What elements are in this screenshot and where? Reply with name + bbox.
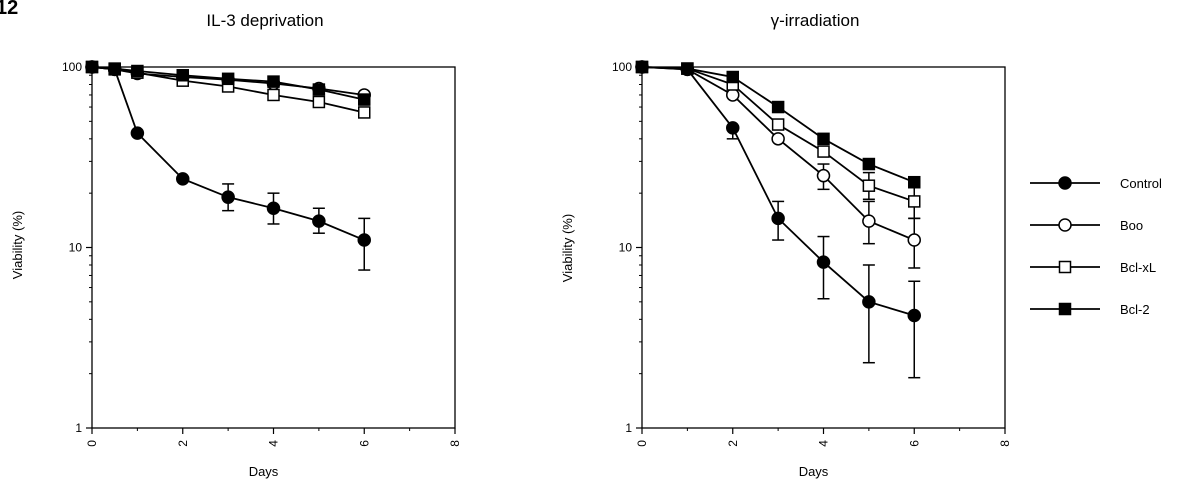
data-point	[176, 69, 189, 82]
y-tick-label: 100	[62, 60, 82, 74]
data-point	[108, 62, 121, 75]
data-point	[817, 145, 830, 158]
legend-label: Control	[1120, 176, 1162, 191]
legend-marker	[1058, 176, 1072, 190]
data-point	[312, 214, 326, 228]
data-point	[907, 233, 921, 247]
series-line	[91, 66, 365, 241]
legend-entry-control: Control	[1030, 176, 1162, 191]
data-point	[771, 118, 785, 131]
data-point	[130, 126, 145, 140]
x-tick-label: 0	[85, 440, 99, 447]
panel-label: 12	[0, 0, 18, 19]
data-point	[131, 64, 144, 78]
data-point	[862, 214, 876, 228]
legend-label: Bcl-2	[1120, 302, 1150, 317]
x-tick-label: 0	[635, 440, 649, 447]
y-tick-label: 100	[612, 60, 632, 74]
x-tick-label: 2	[176, 440, 190, 447]
y-tick-label: 10	[69, 241, 83, 255]
data-point	[176, 172, 190, 186]
chart-title: IL-3 deprivation	[206, 11, 323, 30]
x-tick-label: 4	[267, 440, 281, 447]
data-point	[726, 88, 740, 102]
data-point	[267, 75, 280, 88]
data-point	[908, 175, 921, 189]
y-tick-label: 1	[625, 421, 632, 435]
data-point	[726, 121, 740, 135]
chart-title: γ-irradiation	[771, 11, 860, 30]
x-axis-label: Days	[799, 464, 829, 479]
y-tick-label: 10	[619, 241, 633, 255]
data-point	[266, 201, 281, 215]
legend-entry-bcl-2: Bcl-2	[1030, 302, 1150, 317]
data-point	[221, 72, 235, 86]
data-point	[771, 211, 785, 226]
x-tick-label: 6	[357, 440, 371, 447]
data-point	[816, 168, 831, 183]
chart-gamma-irradiation: γ-irradiation 1 10 100 0 2 4 6 8 Days Viability (%…	[560, 11, 1012, 479]
data-point	[85, 60, 99, 74]
data-point	[862, 179, 876, 192]
plot-frame	[91, 66, 456, 429]
x-tick-label: 4	[817, 440, 831, 447]
data-point	[907, 308, 921, 323]
x-tick-label: 6	[907, 440, 921, 447]
series-bcl-2	[635, 60, 921, 189]
y-axis-label: Viability (%)	[10, 211, 25, 279]
data-point	[221, 190, 235, 204]
legend-entry-boo: Boo	[1030, 218, 1143, 233]
data-point	[312, 83, 326, 96]
data-point	[771, 100, 785, 114]
series-bcl-2	[85, 60, 371, 106]
data-point	[817, 132, 830, 146]
data-point	[726, 70, 739, 84]
legend-label: Bcl-xL	[1120, 260, 1156, 275]
y-tick-label: 1	[75, 421, 82, 435]
legend-marker	[1058, 218, 1072, 232]
data-point	[862, 157, 876, 171]
data-point	[358, 106, 371, 119]
data-point	[357, 233, 371, 247]
data-point	[681, 62, 694, 75]
data-point	[312, 95, 326, 109]
chart-il3-deprivation: IL-3 deprivation 1 10 100 0 2 4 6 8 Days Viability…	[10, 11, 462, 479]
y-axis-label: Viability (%)	[560, 214, 575, 282]
x-tick-label: 8	[448, 440, 462, 447]
data-point	[267, 88, 280, 102]
x-axis-label: Days	[249, 464, 279, 479]
data-point	[862, 295, 876, 309]
data-point	[635, 60, 649, 74]
legend-marker	[1058, 302, 1072, 316]
data-point	[358, 93, 371, 106]
legend: Control Boo Bcl-xL Bcl-2	[1030, 176, 1162, 317]
legend-label: Boo	[1120, 218, 1143, 233]
legend-entry-bcl-xl: Bcl-xL	[1030, 260, 1156, 275]
x-tick-label: 8	[998, 440, 1012, 447]
data-point	[908, 195, 921, 208]
x-tick-label: 2	[726, 440, 740, 447]
data-point	[816, 255, 831, 269]
data-point	[771, 132, 785, 146]
legend-marker	[1058, 260, 1072, 274]
